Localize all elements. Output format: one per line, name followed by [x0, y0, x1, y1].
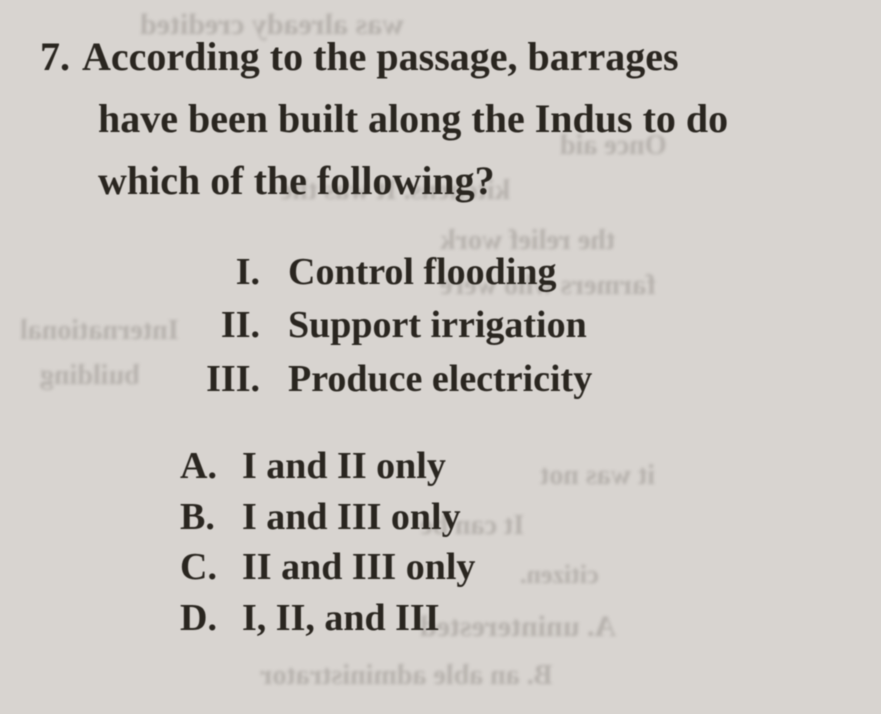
- answer-letter-d: D.: [180, 594, 230, 643]
- answer-letter-c: C.: [180, 543, 230, 592]
- ghost-text: B. an able administrator: [260, 660, 552, 692]
- answer-text-d: I, II, and III: [242, 597, 440, 639]
- answer-a: A. I and II only: [180, 442, 841, 491]
- answer-list: A. I and II only B. I and III only C. II an…: [180, 442, 841, 643]
- answer-b: B. I and III only: [180, 493, 841, 542]
- question-line-3: which of the following?: [98, 154, 841, 208]
- roman-numeral-3: III.: [190, 355, 260, 404]
- question-line-1: 7. According to the passage, barrages: [40, 30, 841, 84]
- question-block: 7. According to the passage, barrages hav…: [40, 30, 841, 643]
- question-number: 7.: [40, 30, 70, 84]
- roman-item-1: I. Control flooding: [190, 248, 841, 297]
- answer-letter-b: B.: [180, 493, 230, 542]
- roman-numeral-1: I.: [190, 248, 260, 297]
- answer-d: D. I, II, and III: [180, 594, 841, 643]
- roman-numeral-2: II.: [190, 301, 260, 350]
- roman-list: I. Control flooding II. Support irrigation…: [190, 248, 841, 404]
- roman-item-3: III. Produce electricity: [190, 355, 841, 404]
- answer-letter-a: A.: [180, 442, 230, 491]
- question-line-2: have been built along the Indus to do: [98, 92, 841, 146]
- roman-text-1: Control flooding: [288, 251, 557, 293]
- answer-text-a: I and II only: [242, 445, 446, 487]
- answer-text-b: I and III only: [242, 496, 461, 538]
- answer-text-c: II and III only: [242, 546, 475, 588]
- roman-item-2: II. Support irrigation: [190, 301, 841, 350]
- question-text-1: According to the passage, barrages: [82, 34, 679, 79]
- answer-c: C. II and III only: [180, 543, 841, 592]
- roman-text-3: Produce electricity: [288, 358, 592, 400]
- roman-text-2: Support irrigation: [288, 304, 587, 346]
